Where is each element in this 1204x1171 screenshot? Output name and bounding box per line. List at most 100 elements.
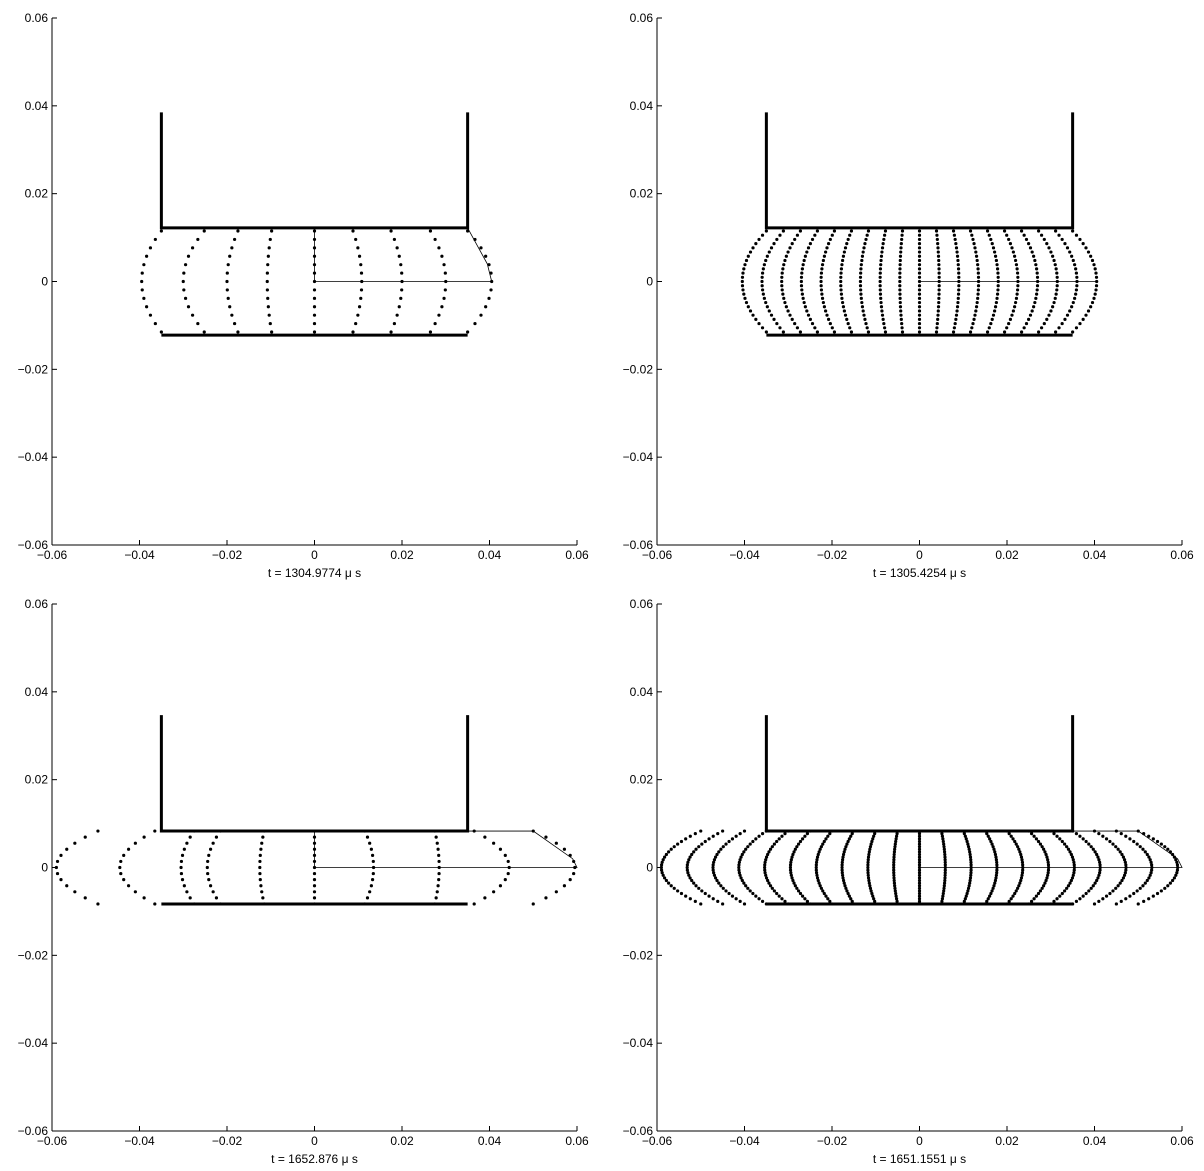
- particle-point: [991, 886, 995, 890]
- particle-point: [389, 229, 393, 233]
- particle-point: [1027, 317, 1031, 321]
- particle-point: [738, 873, 742, 877]
- particle-point: [895, 899, 899, 903]
- particle-point: [900, 330, 905, 334]
- particle-point: [754, 894, 758, 898]
- particle-point: [867, 881, 871, 885]
- particle-point: [942, 884, 946, 888]
- particle-point: [892, 881, 897, 885]
- particle-point: [717, 881, 721, 885]
- particle-point: [954, 313, 959, 317]
- particle-point: [782, 263, 786, 267]
- particle-point: [943, 878, 947, 883]
- particle-point: [140, 279, 144, 284]
- particle-point: [786, 309, 790, 313]
- particle-point: [1172, 876, 1177, 880]
- particle-point: [312, 890, 317, 894]
- particle-point: [879, 254, 884, 258]
- particle-point: [808, 242, 812, 246]
- particle-point: [841, 305, 846, 309]
- particle-point: [892, 876, 896, 880]
- particle-point: [859, 288, 863, 292]
- particle-point: [975, 258, 979, 263]
- particle-point: [669, 884, 673, 888]
- particle-point: [824, 250, 828, 254]
- particle-point: [993, 878, 998, 883]
- particle-point: [506, 859, 510, 864]
- particle-point: [55, 859, 60, 864]
- y-tick-label: 0.04: [25, 685, 49, 699]
- particle-point: [693, 899, 697, 903]
- particle-point: [1084, 839, 1088, 844]
- particle-point: [667, 850, 671, 854]
- particle-point: [142, 296, 146, 300]
- particle-point: [734, 897, 738, 901]
- particle-point: [435, 841, 439, 845]
- particle-point: [843, 884, 847, 888]
- particle-point: [826, 897, 830, 901]
- particle-point: [917, 250, 922, 254]
- particle-point: [258, 853, 262, 857]
- particle-point: [966, 886, 971, 890]
- particle-point: [878, 288, 882, 292]
- particle-point: [190, 313, 195, 317]
- particle-point: [991, 313, 996, 317]
- particle-point: [207, 853, 211, 857]
- particle-point: [767, 250, 771, 254]
- particle-point: [788, 863, 793, 867]
- particle-point: [757, 237, 761, 242]
- particle-point: [860, 258, 864, 263]
- particle-point: [356, 313, 360, 317]
- particle-point: [1018, 850, 1022, 854]
- particle-point: [1046, 868, 1051, 872]
- particle-point: [1091, 884, 1095, 888]
- particle-point: [864, 237, 868, 242]
- particle-point: [1147, 897, 1151, 901]
- particle-point: [971, 237, 975, 242]
- particle-point: [956, 258, 960, 263]
- particle-point: [894, 839, 898, 844]
- particle-point: [1071, 229, 1075, 233]
- particle-point: [312, 829, 317, 833]
- particle-point: [1032, 897, 1036, 901]
- particle-point: [1046, 860, 1050, 864]
- particle-point: [969, 858, 973, 862]
- particle-point: [953, 321, 957, 326]
- particle-point: [507, 865, 511, 870]
- particle-point: [780, 897, 784, 901]
- particle-point: [260, 841, 264, 845]
- y-tick-label: 0: [41, 275, 48, 289]
- particle-point: [1045, 242, 1049, 246]
- particle-point: [716, 899, 720, 903]
- particle-point: [990, 842, 994, 846]
- particle-point: [868, 884, 872, 888]
- particle-point: [994, 855, 998, 859]
- particle-point: [730, 894, 735, 898]
- particle-point: [917, 309, 922, 313]
- y-tick-label: 0.06: [25, 11, 49, 25]
- particle-point: [880, 313, 885, 317]
- particle-point: [1124, 863, 1128, 867]
- particle-point: [1058, 837, 1062, 841]
- particle-point: [1016, 279, 1020, 284]
- particle-point: [721, 886, 725, 890]
- particle-point: [148, 313, 153, 317]
- particle-point: [1049, 309, 1053, 313]
- particle-point: [894, 834, 899, 838]
- particle-point: [989, 839, 993, 844]
- particle-point: [798, 839, 803, 844]
- subplot-1: −0.06 −0.04 −0.02 0 0.02 0.04 0.06 −0.06 −0.04 −0…: [18, 11, 589, 580]
- particle-point: [492, 890, 496, 894]
- particle-point: [1055, 271, 1059, 275]
- particle-point: [142, 835, 146, 839]
- particle-point: [882, 237, 886, 242]
- particle-point: [1123, 871, 1127, 875]
- particle-point: [937, 275, 941, 279]
- particle-point: [882, 321, 886, 326]
- particle-point: [1081, 317, 1085, 321]
- particle-point: [1007, 832, 1011, 836]
- particle-point: [781, 292, 785, 296]
- particle-point: [846, 321, 850, 326]
- particle-point: [1018, 881, 1022, 885]
- particle-point: [312, 229, 317, 233]
